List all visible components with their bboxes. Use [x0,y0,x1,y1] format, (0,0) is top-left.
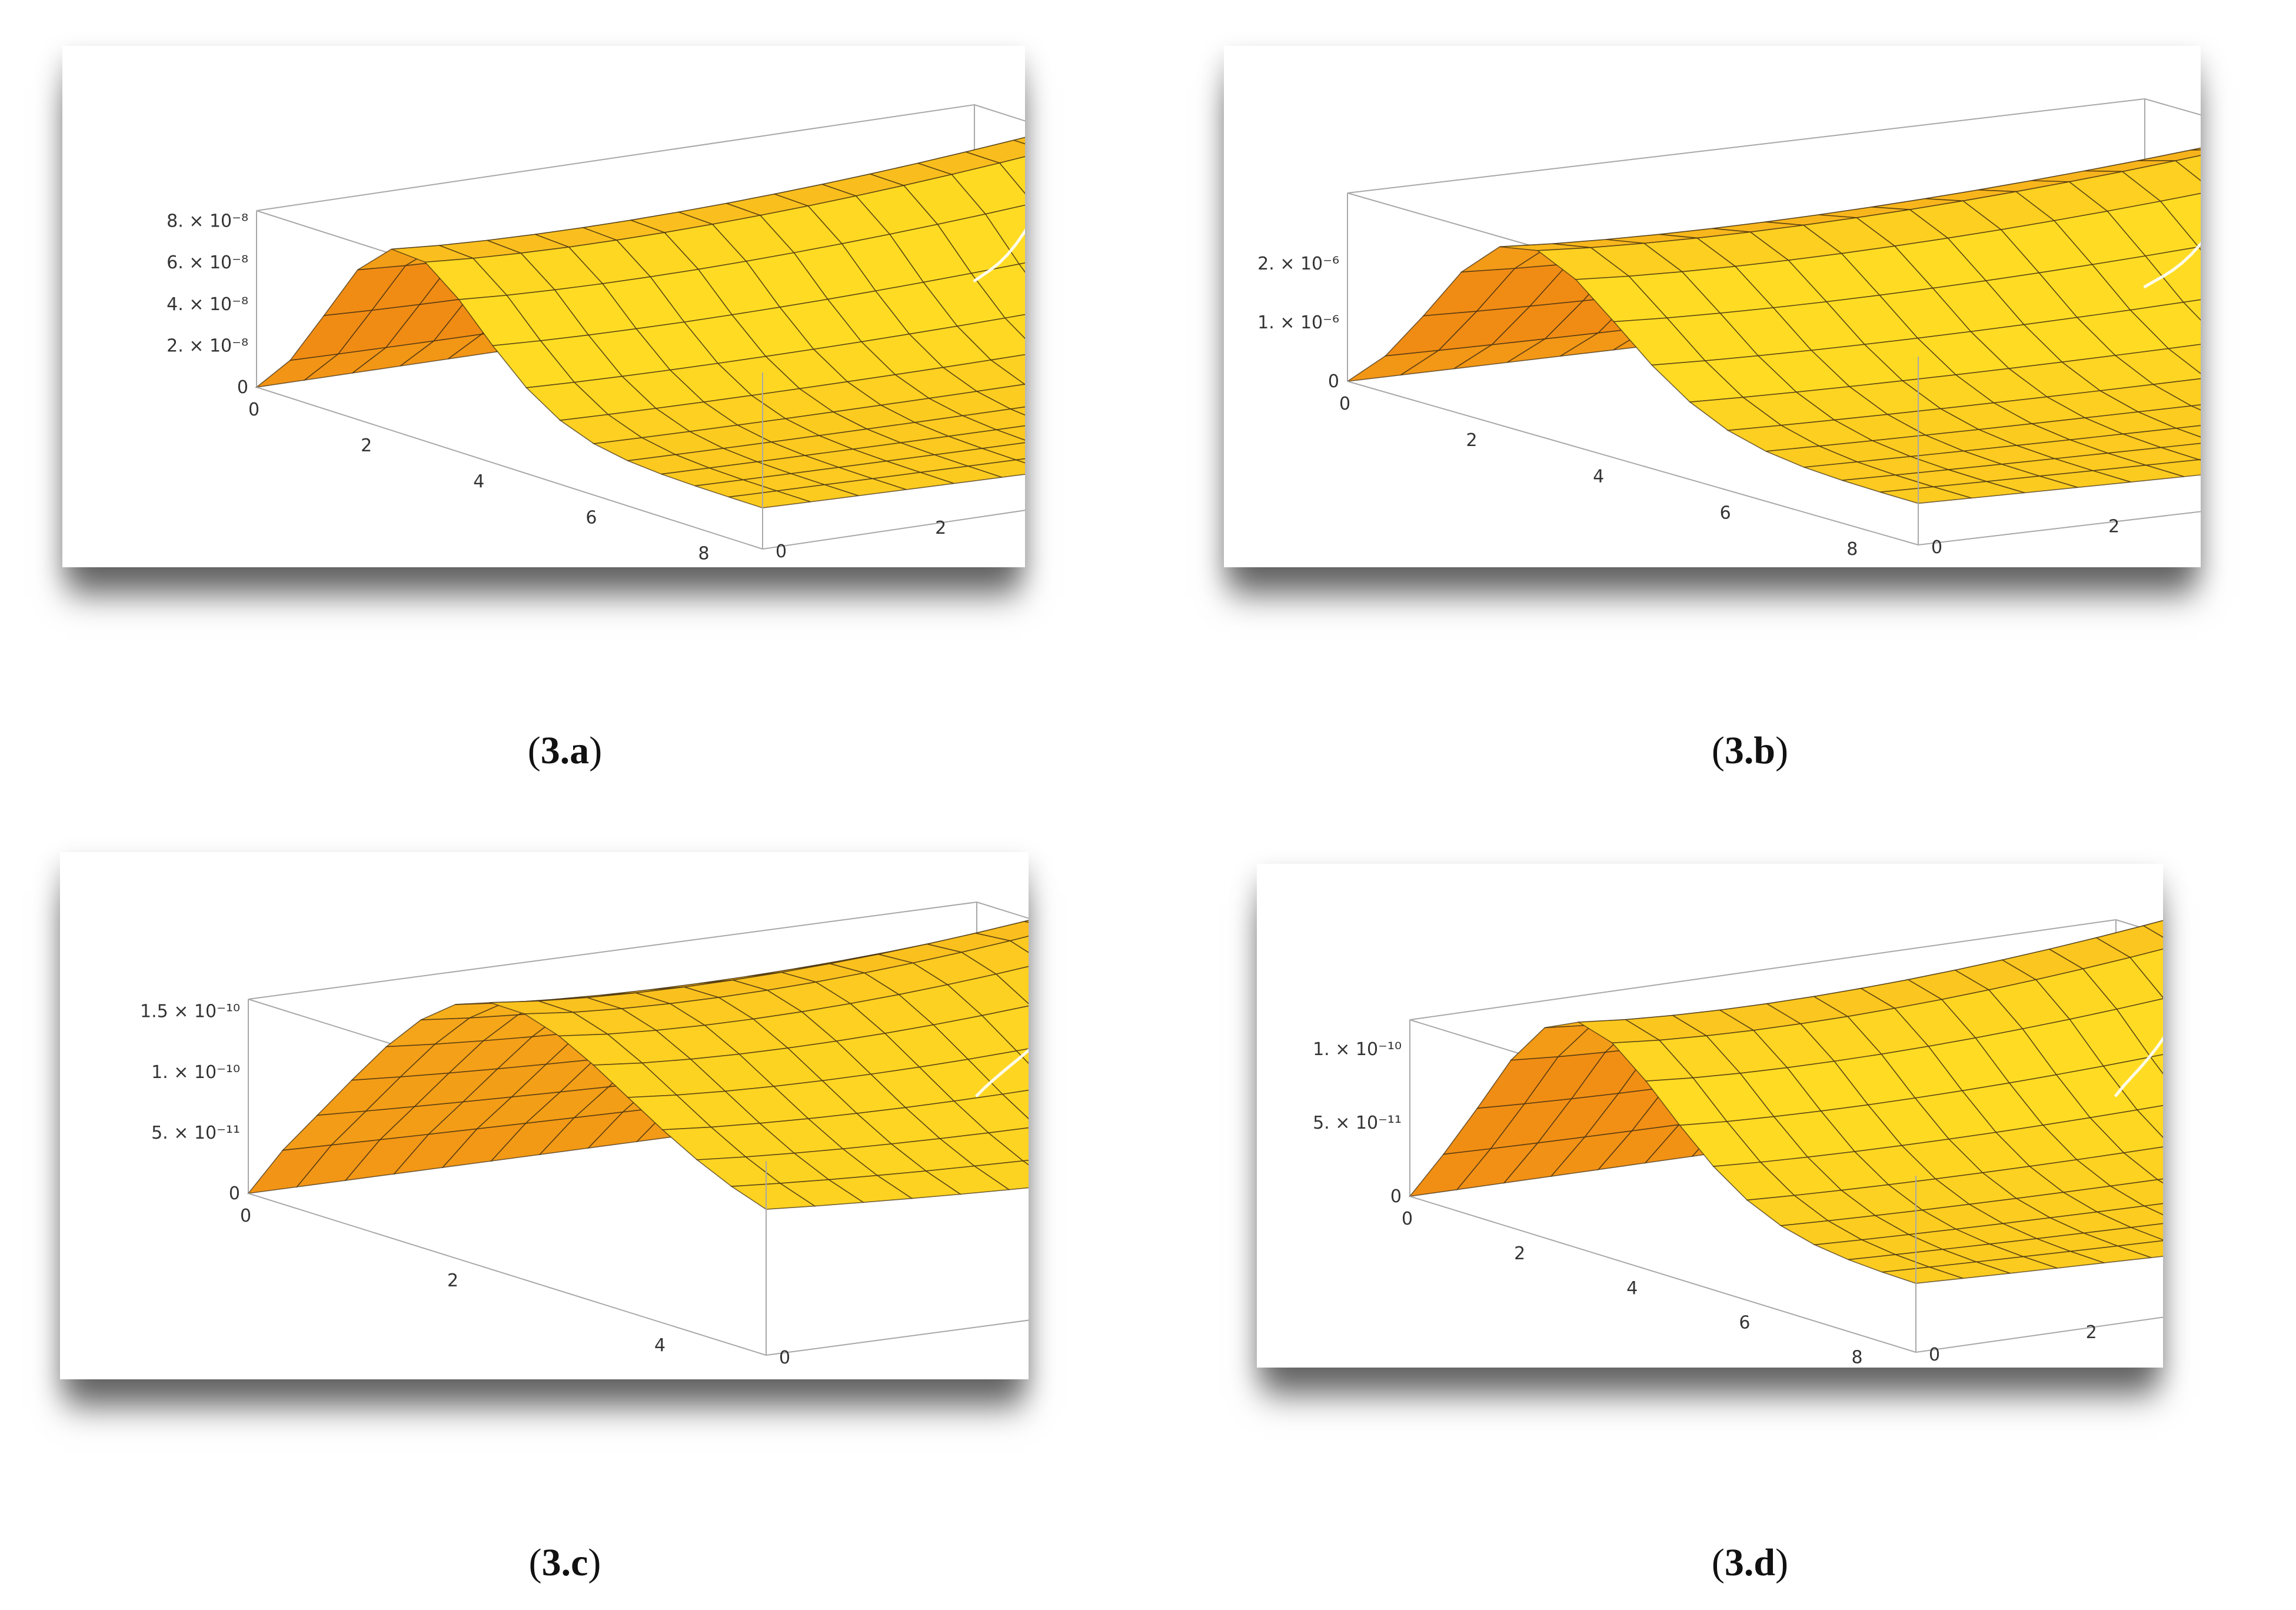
caption-3d: (3.d) [1711,1541,1789,1584]
plot-panel-3a: 024680246802. × 10⁻⁸4. × 10⁻⁸6. × 10⁻⁸8.… [62,46,1025,567]
z-tick-label: 0 [237,377,248,398]
surface-plot-3b: 024680246801. × 10⁻⁶2. × 10⁻⁶ [1257,98,2201,560]
surface-mesh [247,920,1029,1210]
x-tick-label: 8 [1851,1348,1862,1368]
surface-cell [730,1183,816,1210]
y-tick-label: 2 [935,518,946,538]
x-tick-label: 4 [1593,467,1604,487]
z-tick-label: 1. × 10⁻⁶ [1257,312,1339,333]
x-tick-label: 0 [1402,1209,1413,1229]
x-tick-label: 0 [240,1206,251,1226]
x-tick-label: 6 [1739,1313,1750,1333]
box-edge [766,1319,1029,1356]
surface-plot-3d: 024680246805. × 10⁻¹¹1. × 10⁻¹⁰ [1313,919,2163,1368]
x-tick-label: 4 [654,1335,665,1356]
surface-cell [2190,147,2201,151]
z-tick-label: 0 [229,1183,240,1204]
surface-cell [2174,155,2201,182]
z-tick-label: 2. × 10⁻⁸ [167,335,248,356]
surface-cell [1004,314,1025,340]
box-edge [248,902,977,1000]
caption-3b: (3.b) [1711,729,1789,772]
surface-plot-3a: 024680246802. × 10⁻⁸4. × 10⁻⁸6. × 10⁻⁸8.… [167,104,1025,564]
y-tick-label: 0 [779,1348,790,1368]
plot-panel-3c: 02402405. × 10⁻¹¹1. × 10⁻¹⁰1.5 × 10⁻¹⁰ [60,852,1029,1379]
z-tick-label: 2. × 10⁻⁶ [1257,254,1339,274]
z-tick-label: 1. × 10⁻¹⁰ [151,1062,240,1083]
box-edge [1347,381,1919,545]
surface-mesh [255,137,1025,508]
z-tick-label: 1. × 10⁻¹⁰ [1313,1039,1402,1060]
box-edge [1409,919,2117,1020]
z-tick-label: 0 [1328,371,1339,392]
plot-panel-3d: 024680246805. × 10⁻¹¹1. × 10⁻¹⁰ [1257,864,2163,1368]
y-tick-label: 0 [776,541,787,562]
x-tick-label: 4 [473,471,484,492]
x-tick-label: 4 [1626,1278,1638,1299]
y-tick-label: 0 [1929,1345,1940,1365]
box-edge [762,510,1025,550]
surface-cell [728,490,811,508]
box-edge [256,387,763,550]
box-edge [1409,1196,1916,1353]
surface-cell [1882,1266,1964,1284]
surface-cell [2142,1203,2163,1216]
box-edge [1918,511,2201,545]
surface-cell [1009,406,1025,416]
surface-cell [1009,936,1029,953]
box-edge [256,104,975,211]
surface-cell [1880,486,1972,504]
y-tick-label: 2 [2086,1322,2097,1343]
x-tick-label: 2 [361,435,372,456]
z-tick-label: 6. × 10⁻⁸ [167,252,248,273]
surface-mesh [1347,147,2201,504]
x-tick-label: 6 [1720,503,1731,523]
box-edge [1347,98,2145,194]
surface-cell [2176,425,2201,438]
x-tick-label: 2 [447,1270,458,1291]
surface-mesh [1409,920,2163,1284]
x-tick-label: 0 [1339,394,1350,414]
z-tick-label: 0 [1390,1186,1402,1207]
z-tick-label: 1.5 × 10⁻¹⁰ [140,1002,240,1022]
surface-plot-3c: 02402405. × 10⁻¹¹1. × 10⁻¹⁰1.5 × 10⁻¹⁰ [140,902,1029,1368]
x-tick-label: 2 [1466,430,1478,451]
plot-panel-3b: 024680246801. × 10⁻⁶2. × 10⁻⁶ [1224,46,2201,567]
x-tick-label: 8 [1846,539,1858,560]
caption-3a: (3.a) [527,729,603,772]
caption-3c: (3.c) [528,1541,601,1584]
surface-cell [1011,137,1025,145]
box-edge [248,1193,767,1356]
x-tick-label: 0 [248,400,259,420]
x-tick-label: 2 [1514,1243,1525,1264]
surface-cell [2142,920,2163,938]
z-tick-label: 5. × 10⁻¹¹ [1313,1113,1402,1133]
z-tick-label: 8. × 10⁻⁸ [167,211,248,232]
y-tick-label: 0 [1931,537,1942,558]
box-edge [1915,1316,2163,1353]
z-tick-label: 5. × 10⁻¹¹ [151,1123,240,1143]
y-tick-label: 2 [2108,516,2119,537]
z-tick-label: 4. × 10⁻⁸ [167,294,248,315]
x-tick-label: 8 [698,543,709,564]
x-tick-label: 6 [585,507,597,528]
